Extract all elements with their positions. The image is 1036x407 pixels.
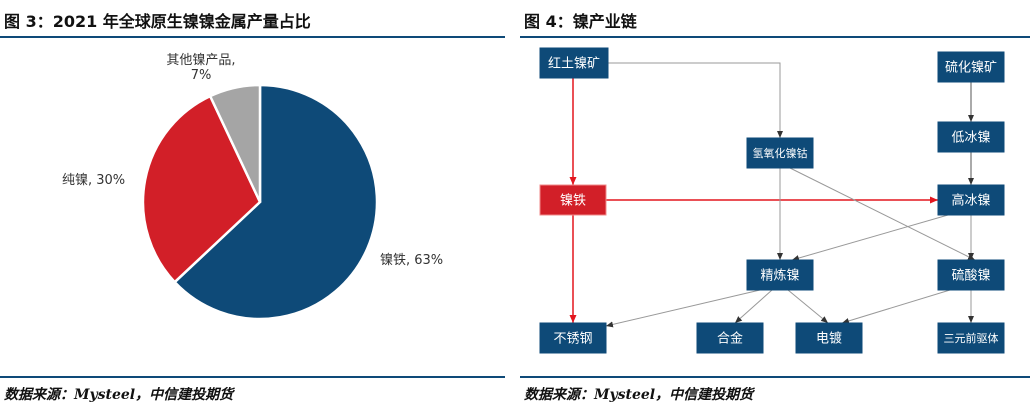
data-label: 其他镍产品, 7% — [166, 53, 236, 83]
node-label: 氢氧化镍钴 — [753, 146, 808, 160]
pie-slice — [172, 83, 379, 321]
node — [539, 184, 607, 216]
edge — [841, 289, 951, 324]
node-label: 硫化镍矿 — [945, 61, 997, 76]
source: 数据来源：Mysteel，中信建投期货 — [4, 387, 234, 403]
node-label: 硫酸镍 — [951, 269, 990, 284]
edge — [605, 289, 761, 328]
chart-title: 图 3：2021 年全球原生镍镍金属产量占比 — [4, 12, 311, 31]
source: 数据来源：Mysteel，中信建投期货 — [524, 387, 754, 403]
edge — [787, 289, 829, 324]
node — [937, 259, 1005, 291]
edges — [569, 62, 976, 328]
edge — [791, 214, 949, 261]
node-label: 高冰镍 — [951, 193, 990, 209]
node — [746, 137, 814, 169]
node-label: 不锈钢 — [553, 332, 592, 347]
node — [937, 184, 1005, 216]
node-label: 三元前驱体 — [944, 331, 999, 345]
node-label: 红土镍矿 — [548, 56, 600, 72]
node — [937, 322, 1005, 354]
node — [937, 51, 1005, 83]
data-label: 纯镍, 30% — [62, 173, 126, 188]
data-label: 镍铁, 63% — [380, 253, 444, 268]
diagram-title: 图 4：镍产业链 — [524, 12, 637, 31]
edge — [789, 167, 976, 261]
pie-slice — [208, 83, 262, 203]
node-label: 镍铁 — [560, 194, 586, 209]
node-label: 电镀 — [816, 331, 842, 347]
node — [539, 322, 607, 354]
node — [696, 322, 764, 354]
node — [539, 47, 609, 79]
node — [795, 322, 863, 354]
node — [937, 121, 1005, 153]
node-label: 精炼镍 — [760, 269, 799, 284]
node-label: 合金 — [717, 331, 743, 347]
edge — [734, 289, 773, 324]
edge — [608, 62, 783, 138]
node-label: 低冰镍 — [951, 131, 990, 146]
node — [746, 259, 814, 291]
